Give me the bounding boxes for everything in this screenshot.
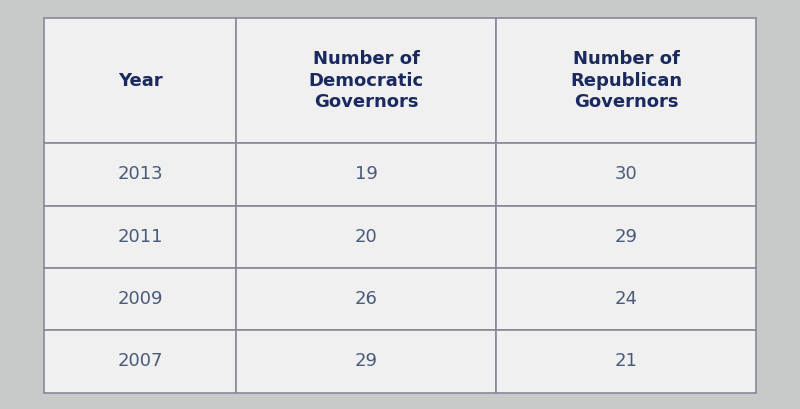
Bar [44, 206, 236, 268]
Bar [496, 143, 756, 206]
Text: Number of
Democratic
Governors: Number of Democratic Governors [309, 50, 424, 111]
Text: 21: 21 [614, 353, 638, 371]
Bar [236, 268, 496, 330]
Text: 2007: 2007 [118, 353, 163, 371]
Bar [236, 143, 496, 206]
Bar [44, 143, 236, 206]
Bar [44, 18, 236, 143]
Text: 29: 29 [354, 353, 378, 371]
Text: 20: 20 [355, 228, 378, 246]
Bar [236, 206, 496, 268]
Text: 19: 19 [354, 165, 378, 183]
Bar [496, 268, 756, 330]
Text: 2009: 2009 [118, 290, 163, 308]
Bar [44, 268, 236, 330]
Text: Year: Year [118, 72, 162, 90]
Text: 30: 30 [614, 165, 638, 183]
Bar [44, 330, 236, 393]
Text: 24: 24 [614, 290, 638, 308]
Bar [236, 18, 496, 143]
Bar [496, 206, 756, 268]
Bar [496, 18, 756, 143]
Text: 26: 26 [354, 290, 378, 308]
Bar [496, 330, 756, 393]
Bar [236, 330, 496, 393]
Text: Number of
Republican
Governors: Number of Republican Governors [570, 50, 682, 111]
Text: 2011: 2011 [118, 228, 163, 246]
Text: 2013: 2013 [118, 165, 163, 183]
Text: 29: 29 [614, 228, 638, 246]
